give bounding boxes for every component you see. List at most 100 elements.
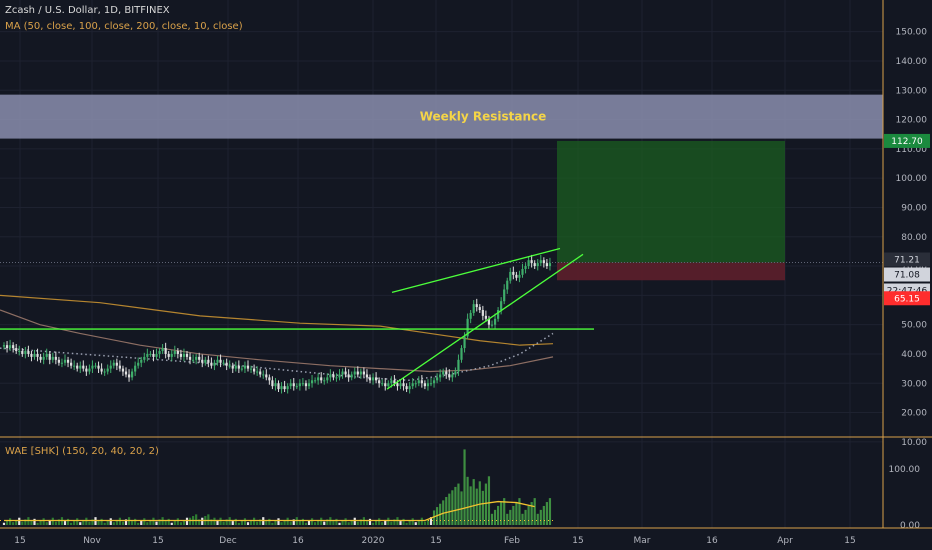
candle-body [487, 318, 491, 325]
x-tick-label: 2020 [362, 536, 385, 546]
ma-200-line [0, 294, 554, 346]
target-badge [884, 133, 930, 148]
wae-bar [164, 521, 167, 525]
wae-bar [344, 518, 347, 525]
wae-bar [100, 518, 103, 525]
x-tick-label: 15 [572, 536, 583, 546]
candle-body [454, 371, 457, 375]
wae-bar [216, 519, 219, 525]
wae-bar [320, 517, 323, 525]
x-tick-label: Nov [83, 536, 101, 546]
candle-body [225, 362, 228, 366]
upper-channel-line [391, 247, 561, 294]
candle-body [192, 359, 195, 361]
wae-bar [36, 522, 39, 525]
wae-bar [277, 518, 280, 525]
candle-body [408, 386, 411, 390]
candle-body [103, 371, 106, 373]
candle-body [536, 263, 539, 267]
wae-bar [533, 498, 536, 525]
wae-bar [265, 521, 268, 525]
y-tick-label: 130.00 [896, 86, 928, 96]
wae-bar [518, 498, 521, 525]
candle-body [396, 383, 399, 387]
wae-bar [240, 520, 243, 525]
wae-bar [326, 519, 329, 525]
wae-bar [140, 520, 143, 525]
candle-body [268, 377, 271, 381]
candle-body [405, 386, 408, 390]
candle-body [143, 356, 146, 360]
candle-body [2, 345, 6, 347]
candle-body [198, 356, 201, 360]
wae-bar [170, 522, 173, 525]
wae-bar [371, 522, 375, 525]
candle-body [426, 383, 430, 387]
wae-bar [289, 521, 292, 525]
wae-bar [353, 517, 356, 525]
wae-bar [188, 517, 192, 525]
x-tick-label: Mar [634, 536, 651, 546]
candle-body [33, 353, 36, 357]
wae-bar [256, 521, 259, 525]
y-tick-label: 50.00 [901, 321, 927, 331]
candle-body [5, 345, 9, 349]
wae-bar [173, 520, 176, 525]
candle-body [457, 359, 460, 372]
candle-body [500, 301, 503, 310]
wae-bar [536, 513, 539, 525]
candle-body [109, 365, 112, 369]
candle-body [341, 371, 344, 375]
candle-body [365, 374, 369, 378]
x-tick-label: 16 [706, 536, 718, 546]
candle-body [265, 374, 268, 378]
prev-close-badge [884, 267, 930, 282]
candle-body [481, 310, 484, 316]
wae-bar [51, 517, 54, 525]
wae-bar [76, 518, 79, 525]
wae-bar [426, 519, 430, 525]
candle-body [515, 274, 518, 278]
wae-bar [207, 514, 210, 525]
y-tick-label: 120.00 [896, 116, 928, 126]
wae-tick-label: 100.00 [889, 465, 921, 475]
candle-body [512, 271, 515, 275]
wae-bar [91, 519, 94, 525]
wae-bar [332, 521, 335, 525]
wae-bar [112, 522, 115, 525]
candle-body [253, 368, 256, 372]
y-tick-label: 140.00 [896, 57, 928, 67]
candle-body [256, 371, 259, 373]
candle-body [173, 351, 176, 354]
candle-body [63, 359, 67, 363]
wae-bar [268, 518, 271, 525]
candle-body [384, 383, 387, 387]
candle-body [155, 353, 158, 357]
wae-bar [243, 518, 247, 525]
wae-bar [124, 519, 128, 525]
wae-bar [42, 518, 45, 525]
candle-body [307, 383, 311, 387]
candle-body [121, 368, 125, 372]
candle-body [326, 377, 329, 381]
wae-bar [21, 521, 24, 525]
x-tick-label: 15 [14, 536, 25, 546]
candle-body [463, 336, 466, 349]
candle-body [533, 263, 536, 267]
wae-bar [304, 522, 308, 525]
wae-bar [487, 476, 491, 525]
candle-body [490, 324, 494, 326]
wae-bar [286, 517, 289, 525]
candle-body [314, 380, 317, 382]
candle-body [436, 377, 439, 381]
time-axis: 15 Nov 15 Dec 16 2020 15 Feb 15 Mar 16 Apr 15 [0, 527, 932, 546]
target-badge-text: 112.70 [891, 137, 923, 147]
candle-body [390, 380, 393, 384]
candle-body [134, 365, 137, 372]
ma-legend: MA (50, close, 100, close, 200, close, 1… [5, 21, 243, 32]
wae-bar [231, 521, 234, 525]
wae-bar [222, 521, 225, 525]
target-zone [557, 140, 785, 263]
wae-bar [45, 522, 48, 525]
